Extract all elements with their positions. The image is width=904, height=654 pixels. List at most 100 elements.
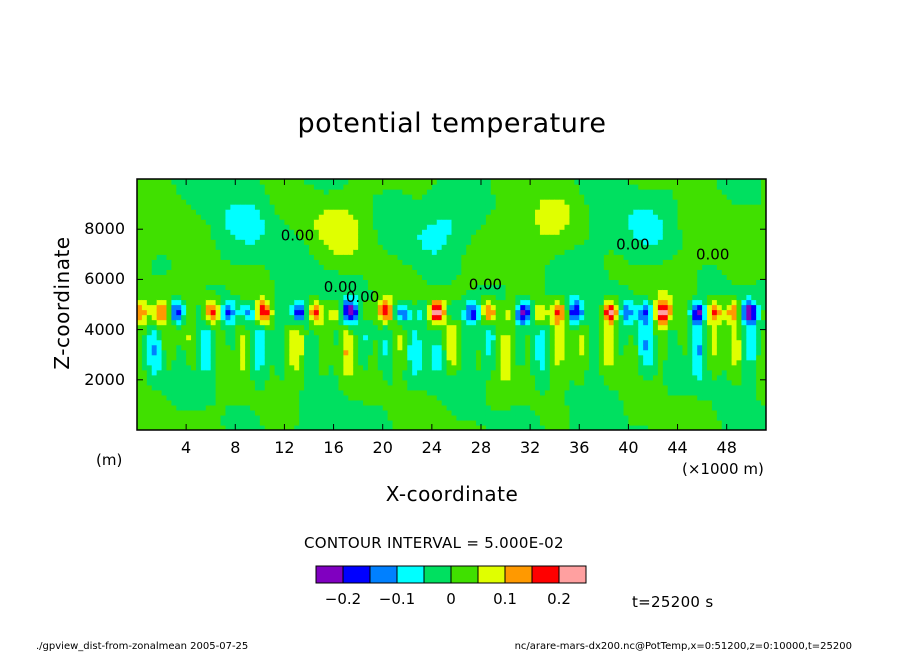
- footer-script-label: ./gpview_dist-from-zonalmean 2005-07-25: [36, 641, 249, 652]
- field-cell: [230, 299, 236, 306]
- field-cell: [544, 399, 551, 406]
- field-cell: [363, 229, 369, 235]
- field-cell: [603, 334, 610, 341]
- field-cell: [353, 214, 359, 220]
- field-cell: [274, 364, 281, 371]
- field-cell: [618, 399, 625, 406]
- field-cell: [205, 339, 212, 346]
- field-cell: [141, 399, 148, 406]
- field-cell: [495, 199, 502, 205]
- field-cell: [456, 249, 462, 255]
- field-cell: [594, 364, 600, 371]
- field-cell: [520, 354, 526, 361]
- field-cell: [353, 279, 359, 286]
- field-cell: [412, 214, 418, 220]
- field-cell: [372, 349, 379, 356]
- field-cell: [377, 304, 384, 311]
- field-cell: [245, 199, 251, 205]
- field-cell: [594, 179, 600, 185]
- field-cell: [176, 394, 182, 401]
- field-cell: [505, 249, 512, 255]
- field-cell: [387, 184, 394, 190]
- field-cell: [205, 274, 212, 280]
- field-cell: [431, 244, 438, 250]
- field-cell: [446, 374, 453, 381]
- field-cell: [382, 194, 389, 200]
- field-cell: [623, 404, 630, 411]
- field-cell: [608, 224, 615, 230]
- field-cell: [343, 294, 349, 301]
- field-cell: [397, 314, 403, 321]
- field-cell: [230, 384, 236, 391]
- field-cell: [146, 274, 153, 280]
- field-cell: [259, 204, 266, 210]
- field-cell: [269, 359, 276, 366]
- field-cell: [176, 224, 182, 230]
- field-cell: [618, 299, 625, 306]
- field-cell: [598, 394, 605, 401]
- field-cell: [539, 254, 546, 260]
- field-cell: [456, 199, 462, 205]
- field-cell: [485, 334, 492, 341]
- field-cell: [530, 404, 536, 411]
- field-cell: [574, 364, 580, 371]
- field-cell: [441, 294, 448, 301]
- field-cell: [186, 254, 192, 260]
- field-cell: [230, 349, 236, 356]
- field-cell: [530, 424, 536, 430]
- field-cell: [294, 219, 300, 225]
- field-cell: [348, 384, 354, 391]
- field-cell: [613, 299, 620, 306]
- field-cell: [195, 179, 202, 185]
- field-cell: [441, 334, 448, 341]
- field-cell: [598, 189, 605, 195]
- field-cell: [348, 319, 354, 326]
- field-cell: [530, 379, 536, 386]
- field-cell: [436, 214, 443, 220]
- field-cell: [510, 314, 516, 321]
- field-cell: [490, 249, 497, 255]
- field-cell: [328, 324, 335, 331]
- field-cell: [623, 299, 630, 306]
- field-cell: [146, 309, 153, 316]
- field-cell: [191, 229, 197, 235]
- field-cell: [500, 354, 507, 361]
- field-cell: [603, 324, 610, 331]
- field-cell: [284, 244, 290, 250]
- field-cell: [559, 184, 566, 190]
- field-cell: [215, 394, 222, 401]
- field-cell: [269, 319, 276, 326]
- field-cell: [539, 374, 546, 381]
- field-cell: [539, 219, 546, 225]
- field-cell: [191, 299, 197, 306]
- field-cell: [195, 224, 202, 230]
- field-cell: [269, 339, 276, 346]
- field-cell: [161, 379, 168, 386]
- field-cell: [240, 349, 246, 356]
- field-cell: [220, 324, 227, 331]
- field-cell: [490, 354, 497, 361]
- field-cell: [412, 199, 418, 205]
- field-cell: [318, 344, 325, 351]
- field-cell: [225, 299, 231, 306]
- field-cell: [343, 229, 349, 235]
- field-cell: [451, 259, 458, 265]
- field-cell: [431, 264, 438, 270]
- field-cell: [382, 344, 389, 351]
- field-cell: [181, 224, 187, 230]
- field-cell: [407, 269, 413, 275]
- field-cell: [338, 379, 344, 386]
- field-cell: [417, 344, 423, 351]
- field-cell: [515, 264, 521, 270]
- field-cell: [254, 299, 261, 306]
- field-cell: [451, 344, 458, 351]
- field-cell: [358, 294, 364, 301]
- field-cell: [579, 279, 585, 286]
- field-cell: [215, 229, 222, 235]
- field-cell: [525, 244, 531, 250]
- field-cell: [348, 339, 354, 346]
- field-cell: [397, 289, 403, 296]
- field-cell: [259, 279, 266, 286]
- field-cell: [451, 279, 458, 286]
- field-cell: [461, 379, 467, 386]
